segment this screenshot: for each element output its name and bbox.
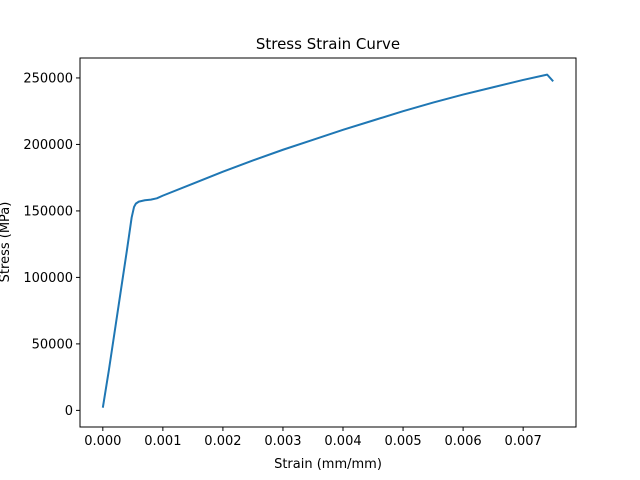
y-tick-label: 0 — [65, 404, 73, 419]
chart-title: Stress Strain Curve — [256, 35, 400, 53]
series-layer — [101, 73, 554, 408]
y-tick-label: 150000 — [23, 204, 73, 219]
y-tick-label: 50000 — [32, 337, 73, 352]
plot-frame — [79, 57, 577, 428]
y-axis: 0 50000 100000 150000 200000 250000 — [23, 71, 80, 419]
x-tick-label: 0.007 — [505, 434, 542, 449]
x-axis: 0.000 0.001 0.002 0.003 0.004 0.005 0.006 0.007 — [84, 427, 542, 449]
y-axis-title: Stress (MPa) — [0, 202, 13, 283]
x-tick-label: 0.002 — [204, 434, 241, 449]
series-line — [101, 73, 554, 408]
y-tick-label: 250000 — [23, 71, 73, 86]
y-tick-label: 100000 — [23, 271, 73, 286]
y-tick-label: 200000 — [23, 138, 73, 153]
x-tick-label: 0.000 — [84, 434, 121, 449]
x-tick-label: 0.003 — [264, 434, 301, 449]
x-tick-label: 0.004 — [324, 434, 361, 449]
x-axis-title: Strain (mm/mm) — [274, 457, 382, 472]
x-tick-label: 0.006 — [444, 434, 481, 449]
x-tick-label: 0.005 — [384, 434, 421, 449]
x-tick-label: 0.001 — [144, 434, 181, 449]
